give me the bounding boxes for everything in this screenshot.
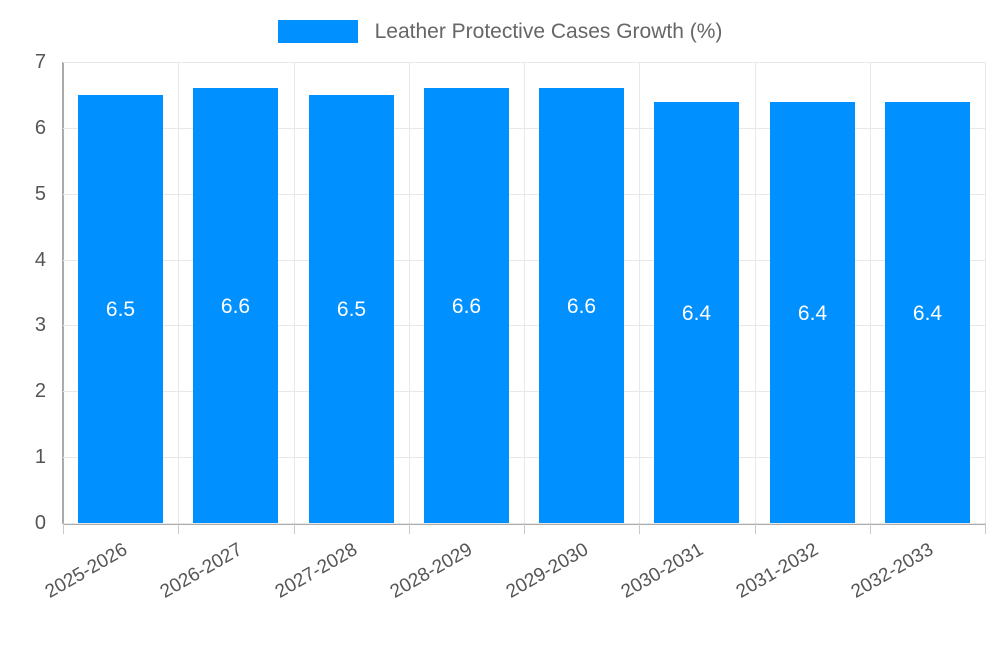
- bar-value-label: 6.5: [336, 298, 367, 321]
- chart-legend: Leather Protective Cases Growth (%): [0, 14, 1000, 48]
- bar[interactable]: 6.6: [539, 88, 624, 523]
- x-axis-tick-label: 2026-2027: [156, 539, 246, 603]
- y-axis-tick-label-text: 1: [34, 446, 46, 469]
- y-axis-line: [62, 62, 64, 524]
- legend-item-leather-protective-cases-growth[interactable]: Leather Protective Cases Growth (%): [277, 19, 723, 43]
- x-axis-tick-mark: [755, 523, 756, 534]
- x-axis-tick-mark: [985, 523, 986, 534]
- y-axis-tick-label-text: 2: [34, 380, 46, 403]
- bar-value-label: 6.4: [912, 301, 943, 325]
- bar-value-label: 6.4: [797, 301, 828, 325]
- bar[interactable]: 6.6: [424, 88, 509, 523]
- gridline-vertical: [178, 62, 179, 523]
- x-axis-tick-mark: [294, 523, 295, 534]
- x-axis-tick-mark: [524, 523, 525, 534]
- gridline-vertical: [985, 62, 986, 523]
- gridline-vertical: [524, 62, 525, 523]
- bar-chart: Leather Protective Cases Growth (%) 6.5 6…: [0, 14, 1000, 603]
- x-axis-tick-label: 2029-2030: [502, 539, 592, 603]
- bar-value-label: 6.5: [105, 298, 136, 321]
- y-axis-tick-label-text: 6: [34, 116, 46, 139]
- x-axis-tick-mark: [409, 523, 410, 534]
- plot-area: 6.5 6.6 6.5 6.6 6.6 6.4 6.4 6.4: [63, 62, 986, 524]
- x-axis-tick-label: 2027-2028: [271, 539, 362, 603]
- x-axis-tick-mark: [639, 523, 640, 534]
- bar-value-label: 6.6: [220, 294, 251, 318]
- x-axis-tick-label: 2032-2033: [848, 539, 938, 603]
- gridline-vertical: [409, 62, 410, 523]
- y-axis-tick-label-text: 0: [34, 512, 46, 534]
- y-axis-tick-label-text: 4: [34, 248, 46, 271]
- bar[interactable]: 6.4: [885, 102, 970, 523]
- y-axis-tick-label-text: 5: [34, 182, 46, 205]
- bar-value-label: 6.6: [566, 294, 597, 318]
- x-axis-tick-mark: [178, 523, 179, 534]
- x-axis-tick-mark: [870, 523, 871, 534]
- gridline-vertical: [870, 62, 871, 523]
- gridline-vertical: [755, 62, 756, 523]
- bar[interactable]: 6.5: [78, 95, 163, 523]
- gridline-vertical: [639, 62, 640, 523]
- bar-value-label: 6.4: [681, 301, 712, 325]
- bar[interactable]: 6.4: [654, 102, 739, 523]
- legend-item-label: Leather Protective Cases Growth (%): [374, 19, 723, 43]
- y-axis-tick-label-text: 3: [34, 314, 46, 337]
- bar[interactable]: 6.5: [309, 95, 394, 523]
- gridline-vertical: [294, 62, 295, 523]
- x-axis-tick-label: 2028-2029: [387, 539, 477, 603]
- bar[interactable]: 6.6: [193, 88, 278, 523]
- x-axis-tick-label: 2030-2031: [617, 539, 707, 603]
- x-axis-tick-mark: [63, 523, 64, 534]
- y-axis-tick-label-text: 7: [34, 51, 46, 73]
- x-axis-tick-label: 2031-2032: [732, 539, 823, 603]
- bar[interactable]: 6.4: [770, 102, 855, 523]
- legend-color-swatch: [277, 19, 358, 43]
- bar-value-label: 6.6: [451, 294, 482, 318]
